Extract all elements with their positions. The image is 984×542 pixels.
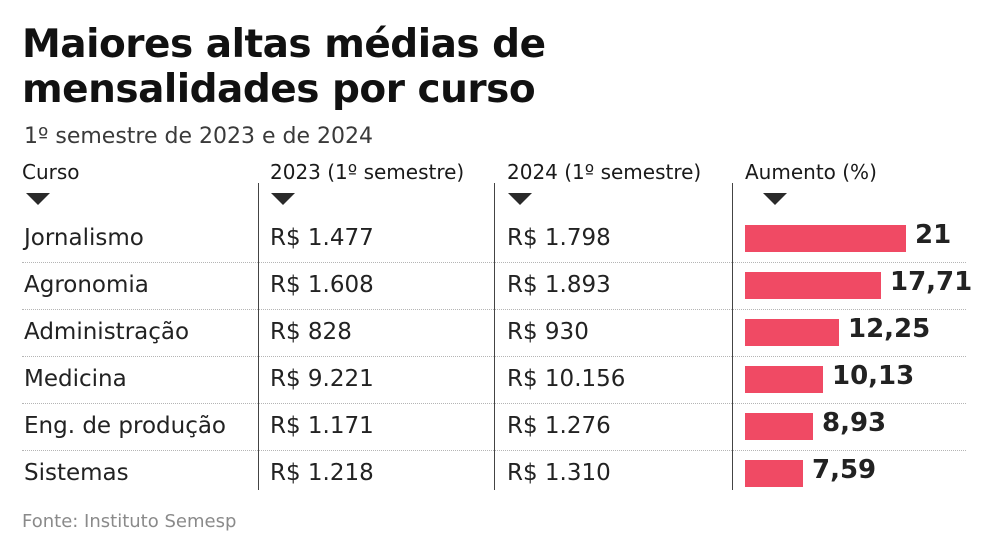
sort-arrow-icon bbox=[271, 193, 295, 205]
cell-curso: Administração bbox=[24, 319, 190, 345]
cell-2024: R$ 1.893 bbox=[507, 272, 611, 298]
cell-2023: R$ 9.221 bbox=[270, 366, 374, 392]
cell-2024: R$ 1.310 bbox=[507, 460, 611, 486]
bar bbox=[745, 225, 906, 252]
bar-value-label: 12,25 bbox=[848, 314, 931, 344]
bar-value-label: 10,13 bbox=[832, 361, 915, 391]
table-row: Sistemas R$ 1.218 R$ 1.310 7,59 bbox=[22, 451, 966, 497]
cell-2024: R$ 1.798 bbox=[507, 225, 611, 251]
bar bbox=[745, 319, 839, 346]
sort-arrow-icon bbox=[763, 193, 787, 205]
column-divider bbox=[494, 183, 495, 490]
sort-arrow-icon bbox=[26, 193, 50, 205]
bar bbox=[745, 413, 813, 440]
cell-curso: Agronomia bbox=[24, 272, 149, 298]
cell-2023: R$ 828 bbox=[270, 319, 352, 345]
cell-2024: R$ 10.156 bbox=[507, 366, 626, 392]
bar-value-label: 8,93 bbox=[822, 408, 887, 438]
bar bbox=[745, 366, 823, 393]
header-2024: 2024 (1º semestre) bbox=[507, 160, 702, 184]
cell-curso: Eng. de produção bbox=[24, 413, 227, 439]
chart-title: Maiores altas médias de mensalidades por… bbox=[22, 22, 546, 112]
cell-curso: Medicina bbox=[24, 366, 127, 392]
bar bbox=[745, 272, 881, 299]
source-note: Fonte: Instituto Semesp bbox=[22, 511, 237, 532]
header-2023: 2023 (1º semestre) bbox=[270, 160, 465, 184]
cell-2024: R$ 1.276 bbox=[507, 413, 611, 439]
table-row: Administração R$ 828 R$ 930 12,25 bbox=[22, 310, 966, 357]
bar bbox=[745, 460, 803, 487]
cell-curso: Jornalismo bbox=[24, 225, 144, 251]
column-divider bbox=[732, 183, 733, 490]
bar-value-label: 7,59 bbox=[812, 455, 877, 485]
column-divider bbox=[258, 183, 259, 490]
table-row: Jornalismo R$ 1.477 R$ 1.798 21 bbox=[22, 216, 966, 263]
table-row: Eng. de produção R$ 1.171 R$ 1.276 8,93 bbox=[22, 404, 966, 451]
header-curso: Curso bbox=[22, 160, 80, 184]
chart-subtitle: 1º semestre de 2023 e de 2024 bbox=[24, 124, 373, 149]
table-row: Medicina R$ 9.221 R$ 10.156 10,13 bbox=[22, 357, 966, 404]
sort-arrow-icon bbox=[508, 193, 532, 205]
bar-value-label: 17,71 bbox=[890, 267, 973, 297]
cell-curso: Sistemas bbox=[24, 460, 129, 486]
bar-value-label: 21 bbox=[915, 220, 952, 250]
cell-2024: R$ 930 bbox=[507, 319, 589, 345]
table-row: Agronomia R$ 1.608 R$ 1.893 17,71 bbox=[22, 263, 972, 310]
header-aumento: Aumento (%) bbox=[745, 160, 877, 184]
cell-2023: R$ 1.218 bbox=[270, 460, 374, 486]
cell-2023: R$ 1.171 bbox=[270, 413, 374, 439]
cell-2023: R$ 1.477 bbox=[270, 225, 374, 251]
cell-2023: R$ 1.608 bbox=[270, 272, 374, 298]
